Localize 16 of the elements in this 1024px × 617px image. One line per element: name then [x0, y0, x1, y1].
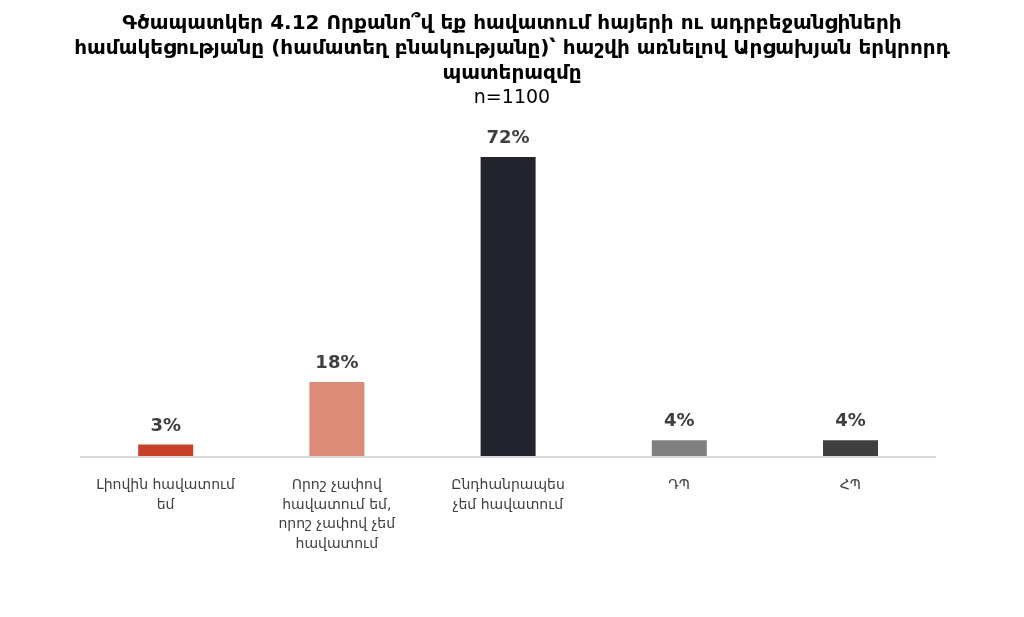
data-label: 18% — [315, 351, 359, 372]
bar — [480, 157, 536, 457]
data-label: 4% — [664, 409, 695, 431]
bar — [651, 440, 707, 457]
data-label: 4% — [835, 409, 866, 431]
x-tick-label: Ընդհանրապես չեմ հավատում — [451, 475, 565, 512]
x-tick-label: ՀՊ — [839, 475, 862, 492]
chart-title: Գծապատկեր 4.12 Որքանո՞վ եք հավատում հայերի ու ադրբեջանցիների համակեցությանը (համատեղ բնակությանը)՝ հաշվի առնելով Արցախյան երկրորդ պատերազմը — [73, 10, 951, 85]
bar — [823, 440, 879, 457]
data-label: 3% — [150, 413, 181, 435]
chart-subtitle: n=1100 — [472, 85, 552, 107]
x-tick-label: ԴՊ — [668, 475, 691, 492]
bar — [309, 382, 365, 457]
x-tick-label: Լիովին հավատում եմ — [96, 475, 237, 512]
data-label: 72% — [486, 126, 530, 147]
x-tick-label: Որոշ չափով հավատում եմ, որոշ չափով չեմ հավատում — [278, 475, 397, 551]
